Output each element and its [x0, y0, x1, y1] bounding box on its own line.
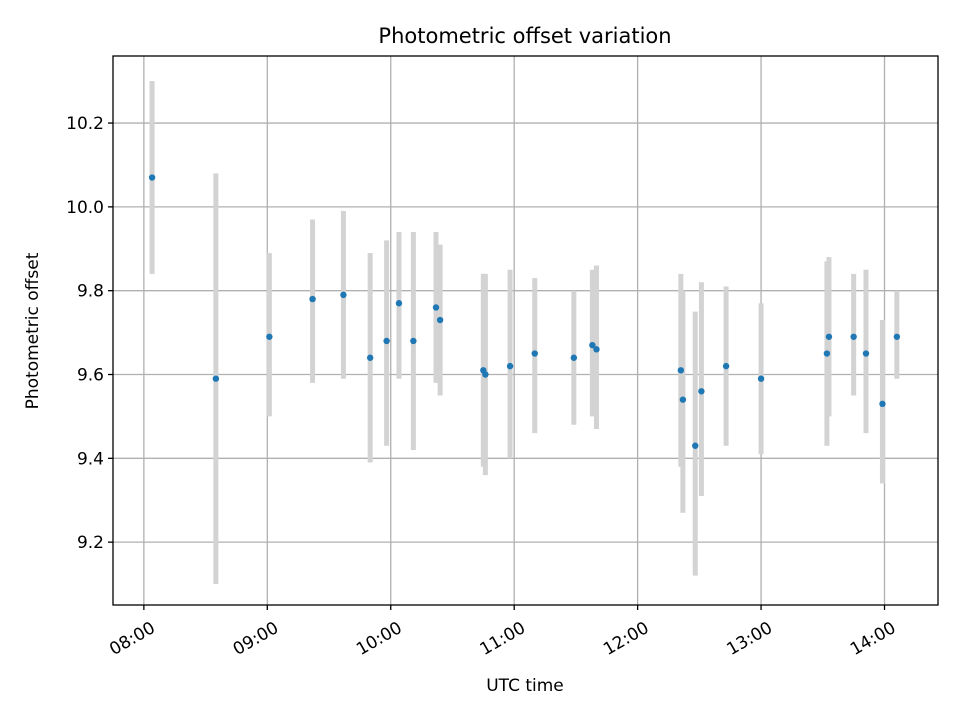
data-point	[410, 337, 417, 345]
data-point	[148, 174, 156, 181]
grid-lines	[113, 56, 938, 605]
y-tick-label: 9.4	[77, 449, 104, 469]
x-tick-label: 10:00	[353, 618, 405, 660]
data-point	[692, 442, 699, 449]
data-point	[383, 337, 390, 345]
y-tick-label: 9.8	[77, 282, 104, 302]
data-point	[436, 316, 444, 324]
data-point	[506, 362, 514, 370]
x-tick-label: 09:00	[230, 618, 282, 660]
x-axis-label: UTC time	[486, 676, 564, 696]
chart-title: Photometric offset variation	[378, 24, 671, 48]
data-point	[825, 333, 833, 340]
y-tick-label: 10.2	[66, 114, 104, 134]
data-point	[879, 400, 886, 408]
data-point	[212, 375, 220, 382]
x-tick-label: 14:00	[847, 618, 899, 660]
data-point	[366, 354, 374, 361]
x-tick-label: 08:00	[106, 618, 158, 660]
y-tick-label: 9.2	[77, 533, 104, 553]
data-point	[698, 388, 705, 395]
y-tick-label: 9.6	[77, 366, 104, 386]
data-point	[432, 304, 440, 311]
plot-frame	[112, 55, 939, 606]
data-points	[148, 174, 901, 449]
x-tick-label: 12:00	[600, 618, 652, 660]
x-tick-label: 11:00	[477, 618, 529, 660]
data-point	[266, 333, 273, 340]
x-tick-label: 13:00	[724, 618, 776, 660]
data-point	[722, 362, 730, 370]
data-point	[340, 291, 347, 299]
y-tick-label: 10.0	[66, 198, 104, 218]
data-point	[862, 350, 870, 357]
error-bars	[149, 81, 900, 585]
data-point	[531, 350, 538, 357]
data-point	[679, 396, 687, 403]
data-point	[482, 371, 489, 378]
data-point	[893, 333, 901, 340]
y-axis-label: Photometric offset	[23, 252, 43, 409]
data-point	[757, 375, 765, 382]
data-point	[395, 300, 403, 307]
data-point	[589, 341, 596, 349]
data-point	[823, 350, 831, 357]
data-point	[309, 295, 316, 303]
data-point	[593, 346, 600, 353]
data-point	[570, 354, 578, 361]
data-point	[677, 367, 685, 374]
data-point	[850, 333, 857, 340]
